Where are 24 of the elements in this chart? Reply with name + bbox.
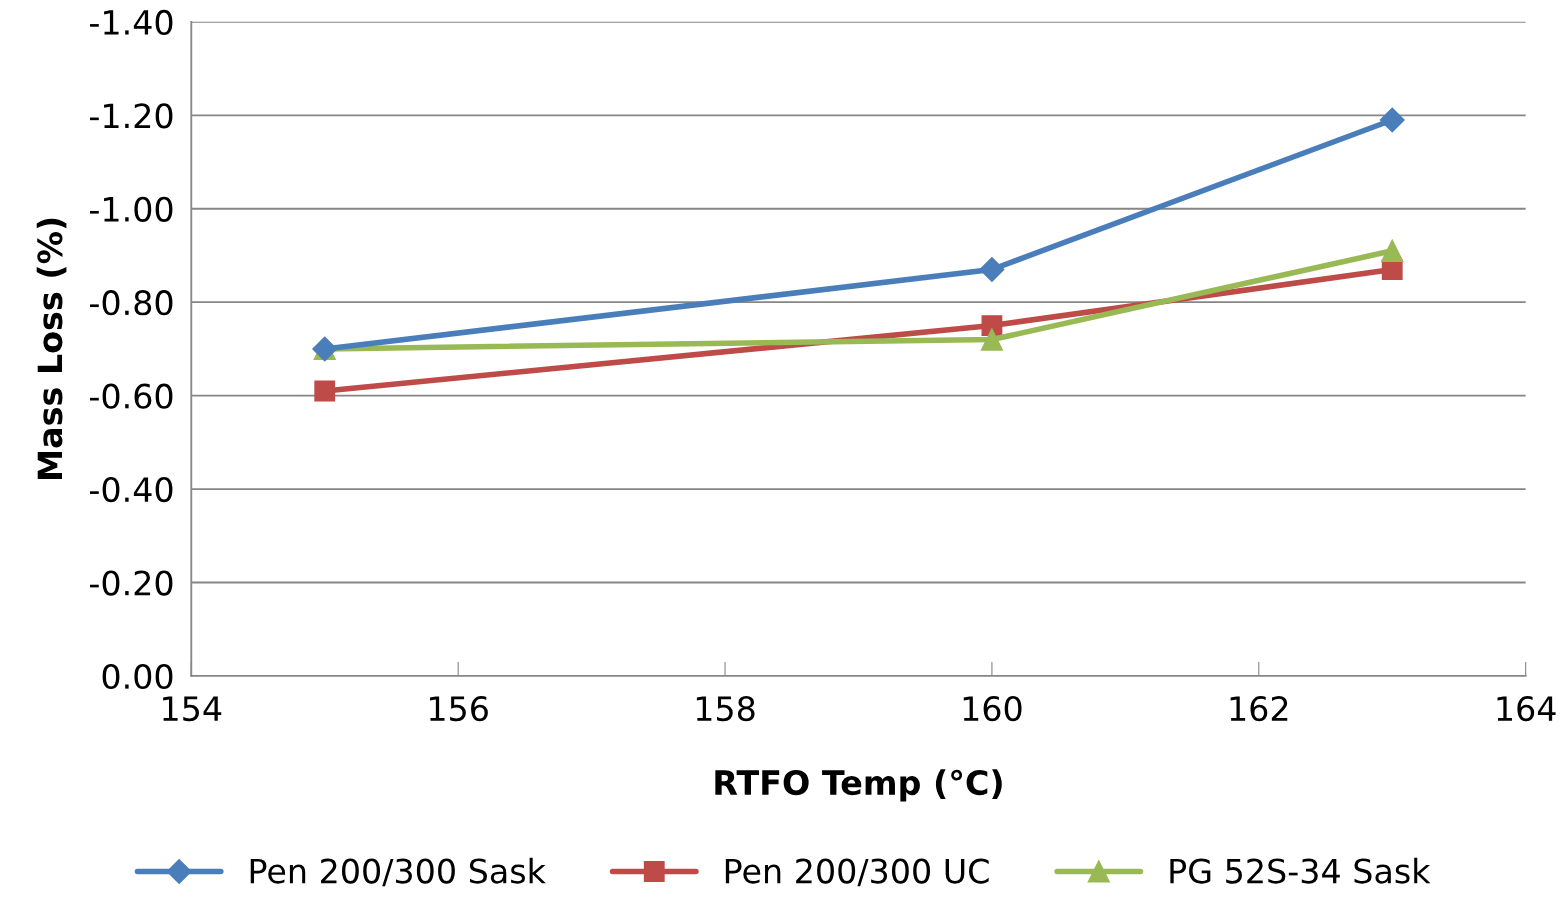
point [1381, 239, 1404, 262]
x-tick-label: 158 [696, 695, 755, 722]
x-axis-title: RTFO Temp (°C) [715, 769, 1002, 802]
legend-label: Pen 200/300 Sask [250, 857, 546, 887]
y-tick-label: -0.80 [90, 290, 173, 316]
point [1379, 107, 1405, 133]
y-tick-label: -0.40 [90, 477, 173, 503]
legend-label: Pen 200/300 UC [725, 858, 989, 887]
x-tick-label: 162 [1230, 695, 1288, 722]
x-tick-label: 156 [430, 695, 488, 722]
x-tick-label: 164 [1497, 695, 1556, 722]
x-tick-label: 154 [163, 696, 222, 722]
x-tick-label: 160 [963, 695, 1022, 722]
y-tick-label: -1.20 [90, 103, 173, 129]
y-tick-label: -0.60 [90, 383, 173, 409]
y-tick-label: -1.00 [90, 196, 173, 222]
y-axis-title: Mass Loss (%) [36, 218, 67, 479]
point [314, 380, 336, 402]
y-tick-label: -0.20 [90, 570, 173, 596]
y-tick-label: 0.00 [102, 663, 173, 690]
legend-label: PG 52S-34 Sask [1170, 857, 1431, 884]
y-tick-label: -1.40 [90, 9, 173, 35]
point [980, 328, 1004, 351]
point [979, 257, 1005, 282]
